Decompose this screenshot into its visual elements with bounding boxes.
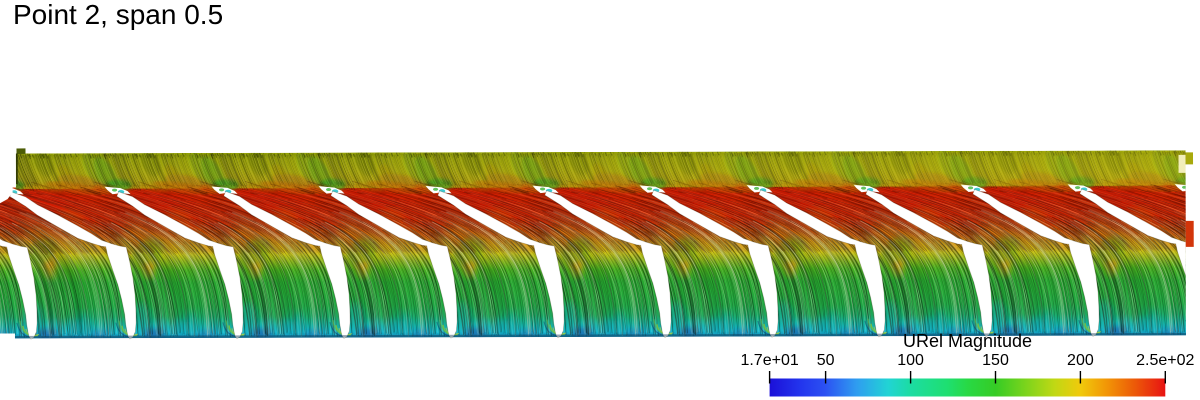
svg-text:Point 2, span 0.5: Point 2, span 0.5 — [13, 0, 223, 30]
svg-text:URel Magnitude: URel Magnitude — [903, 331, 1032, 351]
svg-text:100: 100 — [897, 352, 924, 369]
svg-text:50: 50 — [817, 352, 835, 369]
svg-text:150: 150 — [982, 352, 1009, 369]
svg-text:200: 200 — [1067, 352, 1094, 369]
svg-text:1.7e+01: 1.7e+01 — [740, 352, 798, 369]
svg-text:2.5e+02: 2.5e+02 — [1136, 352, 1194, 369]
